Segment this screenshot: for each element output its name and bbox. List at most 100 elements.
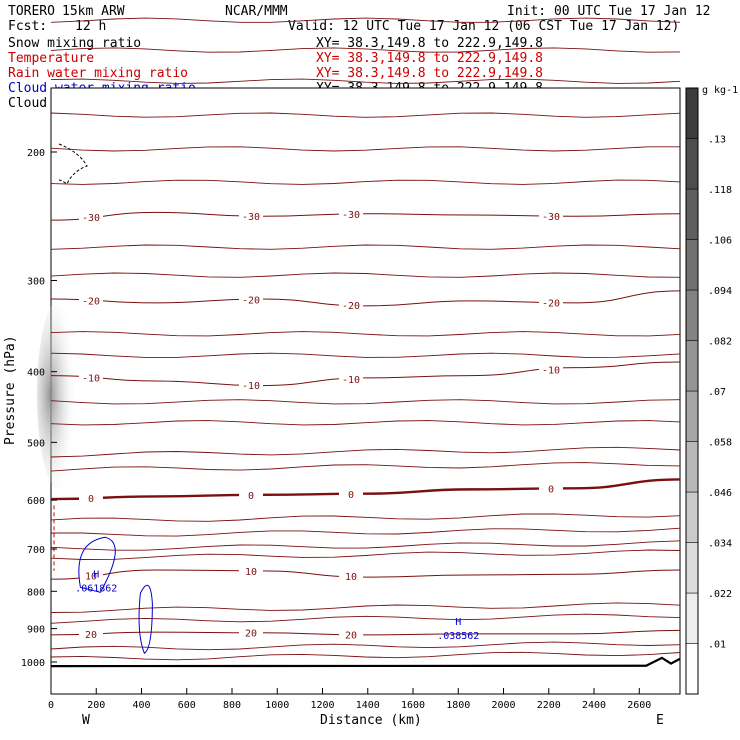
colorbar-tick-label: .106 — [708, 236, 732, 247]
cloud-water-contour — [78, 536, 116, 593]
y-tick-label: 400 — [27, 368, 45, 379]
colorbar-tick-label: .094 — [708, 286, 732, 297]
colorbar-tick-label: .13 — [708, 135, 726, 146]
contour-label-bg — [339, 487, 363, 500]
contour-label-bg — [339, 570, 363, 583]
fcst-label: Fcst: — [8, 19, 47, 34]
temperature-contour-label: 0 — [548, 485, 554, 496]
temperature-contour — [50, 361, 681, 387]
contour-label-bg — [239, 379, 263, 392]
colorbar-tick-label: .118 — [708, 185, 732, 196]
colorbar-segment — [685, 239, 699, 291]
contour-label-bg — [79, 371, 103, 384]
colorbar-tick-label: .01 — [708, 640, 726, 651]
x-tick-label: 1200 — [310, 700, 334, 711]
temperature-contour-label: 10 — [85, 572, 97, 583]
temperature-contour-label: -20 — [82, 296, 100, 307]
header: TORERO 15km ARW NCAR/MMM Init: 00 UTC Tu… — [8, 4, 711, 34]
contour-label-bg — [79, 569, 103, 582]
y-tick-label: 700 — [27, 545, 45, 556]
field-name: Temperature — [8, 51, 94, 66]
high-value-label: .038562 — [437, 631, 479, 642]
y-tick-label: 800 — [27, 587, 45, 598]
colorbar-tick-label: .022 — [708, 589, 732, 600]
field-xy: XY= 38.3,149.8 to 222.9,149.8 — [316, 51, 543, 66]
background-contour — [50, 513, 681, 522]
colorbar: .01 .022 .034 .046 .058 .07 .082 .094 .106 .118 .1… — [685, 85, 738, 695]
contour-label-bg — [79, 294, 103, 307]
contour-label-bg — [239, 293, 263, 306]
x-tick-label: 1800 — [446, 700, 470, 711]
temperature-contour-label: -30 — [342, 210, 360, 221]
colorbar-tick-label: .058 — [708, 438, 732, 449]
high-value-label: .061862 — [75, 583, 117, 594]
colorbar-segment — [685, 390, 699, 442]
colorbar-tick-label: .034 — [708, 539, 732, 550]
model-name: TORERO — [8, 4, 55, 19]
contour-label-bg — [339, 208, 363, 221]
x-tick-label: 1600 — [401, 700, 425, 711]
init-time: Init: 00 UTC Tue 17 Jan 12 — [507, 4, 711, 19]
temperature-contour-label: -30 — [242, 212, 260, 223]
colorbar-segment — [685, 87, 699, 139]
field-xy: XY= 38.3,149.8 to 222.9,149.8 — [316, 36, 543, 51]
colorbar-segment — [685, 188, 699, 240]
background-contour — [50, 399, 681, 405]
colorbar-frame — [685, 87, 699, 695]
temperature-contour-label: -10 — [82, 374, 100, 385]
x-tick-label: 2000 — [491, 700, 515, 711]
model-resolution: 15km ARW — [62, 4, 125, 19]
plot-frame — [50, 87, 681, 695]
x-tick-label: 1400 — [356, 700, 380, 711]
west-label: W — [82, 713, 90, 728]
background-contour — [50, 244, 681, 250]
plot-area: -30 -30 -30 -30 -20 -20 -20 -20 -10 -10 -10 -10 0 0 0 0… — [21, 17, 681, 711]
temperature-contour-label: 10 — [345, 572, 357, 583]
temperature-contour-label: 0 — [348, 490, 354, 501]
center-label: NCAR/MMM — [225, 4, 288, 19]
contour-label-bg — [239, 626, 263, 639]
temperature-contour-label: 0 — [88, 494, 94, 505]
temperature-contour-label: -20 — [542, 298, 560, 309]
y-axis-label: Pressure (hPa) — [3, 335, 18, 445]
colorbar-segment — [685, 441, 699, 493]
temperature-contour-label: -10 — [342, 375, 360, 386]
background-contour — [50, 272, 681, 278]
background-contour — [50, 446, 681, 458]
background-contour — [50, 540, 681, 551]
cloud-water-contour — [138, 584, 153, 655]
y-tick-label: 300 — [27, 276, 45, 287]
y-tick-label: 900 — [27, 625, 45, 636]
y-tick-label: 200 — [27, 148, 45, 159]
field-name: Snow mixing ratio — [8, 36, 141, 51]
background-contour — [50, 352, 681, 358]
colorbar-unit: g kg-1 — [702, 85, 738, 96]
temperature-contour-label: 20 — [345, 631, 357, 642]
contour-label-bg — [539, 296, 563, 309]
background-contour — [50, 613, 681, 624]
colorbar-segment — [685, 542, 699, 594]
contour-label-bg — [339, 298, 363, 311]
contour-label-bg — [79, 211, 103, 224]
background-contour — [50, 331, 681, 337]
temperature-contour — [50, 629, 681, 636]
contour-label-bg — [539, 482, 563, 495]
x-tick-label: 400 — [132, 700, 150, 711]
background-contour — [50, 78, 681, 84]
contour-label-bg — [239, 209, 263, 222]
background-contour — [50, 146, 680, 152]
x-tick-label: 1000 — [265, 700, 289, 711]
background-contour — [50, 549, 681, 560]
y-tick-label: 600 — [27, 496, 45, 507]
colorbar-tick-label: .082 — [708, 337, 732, 348]
temperature-contour-label: 20 — [85, 630, 97, 641]
terrain-line — [50, 656, 681, 668]
background-contour — [50, 651, 681, 661]
temperature-contour-label: 10 — [245, 567, 257, 578]
temperature-contour-label: 20 — [245, 629, 257, 640]
contour-label-bg — [79, 627, 103, 640]
x-tick-label: 2400 — [582, 700, 606, 711]
colorbar-segment — [685, 289, 699, 341]
colorbar-tick-label: .046 — [708, 488, 732, 499]
contour-label-bg — [79, 492, 103, 505]
